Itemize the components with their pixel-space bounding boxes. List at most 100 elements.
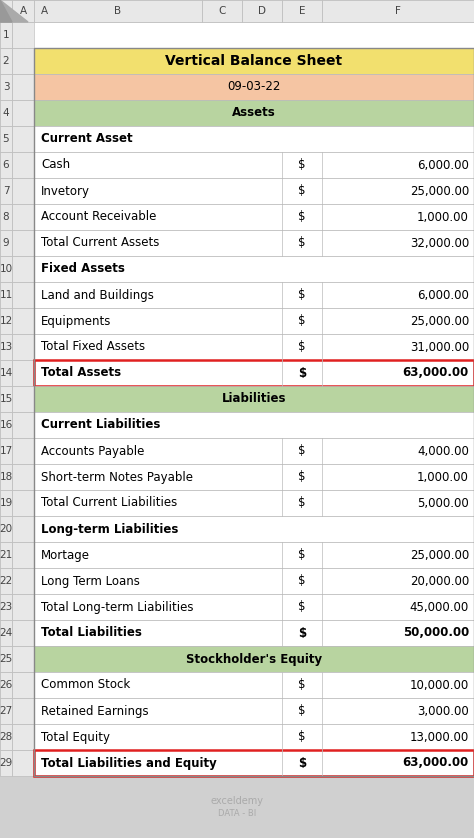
Bar xyxy=(34,100,474,126)
Text: $: $ xyxy=(298,314,306,328)
Bar xyxy=(12,568,34,594)
Text: Long Term Loans: Long Term Loans xyxy=(41,575,140,587)
Text: Cash: Cash xyxy=(41,158,70,172)
Bar xyxy=(0,750,12,776)
Bar xyxy=(0,386,12,412)
Text: 28: 28 xyxy=(0,732,13,742)
Bar xyxy=(34,74,474,100)
Text: $: $ xyxy=(298,705,306,717)
Text: $: $ xyxy=(298,679,306,691)
Bar xyxy=(34,516,474,542)
Bar xyxy=(0,620,12,646)
Text: $: $ xyxy=(298,496,306,510)
Bar xyxy=(0,438,12,464)
Text: A: A xyxy=(40,6,47,16)
Bar xyxy=(12,490,34,516)
Text: 09-03-22: 09-03-22 xyxy=(228,80,281,94)
Bar xyxy=(0,74,12,100)
Bar xyxy=(34,698,474,724)
Bar xyxy=(34,412,474,438)
Bar xyxy=(0,152,12,178)
Bar xyxy=(0,178,12,204)
Text: Total Long-term Liabilities: Total Long-term Liabilities xyxy=(41,601,193,613)
Text: Long-term Liabilities: Long-term Liabilities xyxy=(41,523,178,535)
Bar xyxy=(0,698,12,724)
Text: 1,000.00: 1,000.00 xyxy=(417,470,469,484)
Text: Accounts Payable: Accounts Payable xyxy=(41,444,145,458)
Text: D: D xyxy=(258,6,266,16)
Bar xyxy=(34,178,474,204)
Text: 25: 25 xyxy=(0,654,13,664)
Text: A: A xyxy=(19,6,27,16)
Text: $: $ xyxy=(298,627,306,639)
Bar xyxy=(34,48,474,74)
Bar xyxy=(0,230,12,256)
Bar xyxy=(12,724,34,750)
Bar xyxy=(12,360,34,386)
Text: 10,000.00: 10,000.00 xyxy=(410,679,469,691)
Bar xyxy=(34,0,202,22)
Text: exceldemy: exceldemy xyxy=(210,796,264,806)
Text: $: $ xyxy=(298,184,306,198)
Bar xyxy=(12,516,34,542)
Bar xyxy=(34,464,474,490)
Bar xyxy=(34,152,474,178)
Bar xyxy=(0,256,12,282)
Bar xyxy=(12,334,34,360)
Bar xyxy=(34,568,474,594)
Text: Land and Buildings: Land and Buildings xyxy=(41,288,154,302)
Text: 23: 23 xyxy=(0,602,13,612)
Text: 10: 10 xyxy=(0,264,13,274)
Bar xyxy=(12,48,34,74)
Bar xyxy=(322,0,474,22)
Text: Retained Earnings: Retained Earnings xyxy=(41,705,149,717)
Text: B: B xyxy=(114,6,121,16)
Text: 3: 3 xyxy=(3,82,9,92)
Bar xyxy=(0,516,12,542)
Text: 17: 17 xyxy=(0,446,13,456)
Bar xyxy=(0,672,12,698)
Bar xyxy=(0,126,12,152)
Bar xyxy=(0,490,12,516)
Text: Current Liabilities: Current Liabilities xyxy=(41,418,160,432)
Text: E: E xyxy=(299,6,305,16)
Text: Equipments: Equipments xyxy=(41,314,111,328)
Text: 2: 2 xyxy=(3,56,9,66)
Text: 4,000.00: 4,000.00 xyxy=(417,444,469,458)
Bar xyxy=(0,646,12,672)
Bar xyxy=(34,308,474,334)
Text: 4: 4 xyxy=(3,108,9,118)
Text: Stockholder's Equity: Stockholder's Equity xyxy=(186,653,322,665)
Bar xyxy=(34,48,474,776)
Text: 20: 20 xyxy=(0,524,13,534)
Text: 16: 16 xyxy=(0,420,13,430)
Text: 13,000.00: 13,000.00 xyxy=(410,731,469,743)
Text: Total Current Liabilities: Total Current Liabilities xyxy=(41,496,177,510)
Text: Common Stock: Common Stock xyxy=(41,679,130,691)
Bar xyxy=(12,594,34,620)
Text: C: C xyxy=(219,6,226,16)
Text: $: $ xyxy=(298,731,306,743)
Text: $: $ xyxy=(298,601,306,613)
Bar xyxy=(0,0,12,22)
Text: Total Fixed Assets: Total Fixed Assets xyxy=(41,340,145,354)
Text: 13: 13 xyxy=(0,342,13,352)
Bar xyxy=(0,542,12,568)
Bar xyxy=(12,308,34,334)
Bar xyxy=(12,256,34,282)
Text: $: $ xyxy=(298,366,306,380)
Bar xyxy=(34,438,474,464)
Text: $: $ xyxy=(298,444,306,458)
Bar xyxy=(34,490,474,516)
Text: 25,000.00: 25,000.00 xyxy=(410,184,469,198)
Bar xyxy=(12,646,34,672)
Text: $: $ xyxy=(298,158,306,172)
Bar xyxy=(0,334,12,360)
Text: F: F xyxy=(395,6,401,16)
Bar xyxy=(0,22,12,48)
Text: 45,000.00: 45,000.00 xyxy=(410,601,469,613)
Text: 8: 8 xyxy=(3,212,9,222)
Bar xyxy=(34,724,474,750)
Bar xyxy=(34,256,474,282)
Text: Total Liabilities and Equity: Total Liabilities and Equity xyxy=(41,757,217,769)
